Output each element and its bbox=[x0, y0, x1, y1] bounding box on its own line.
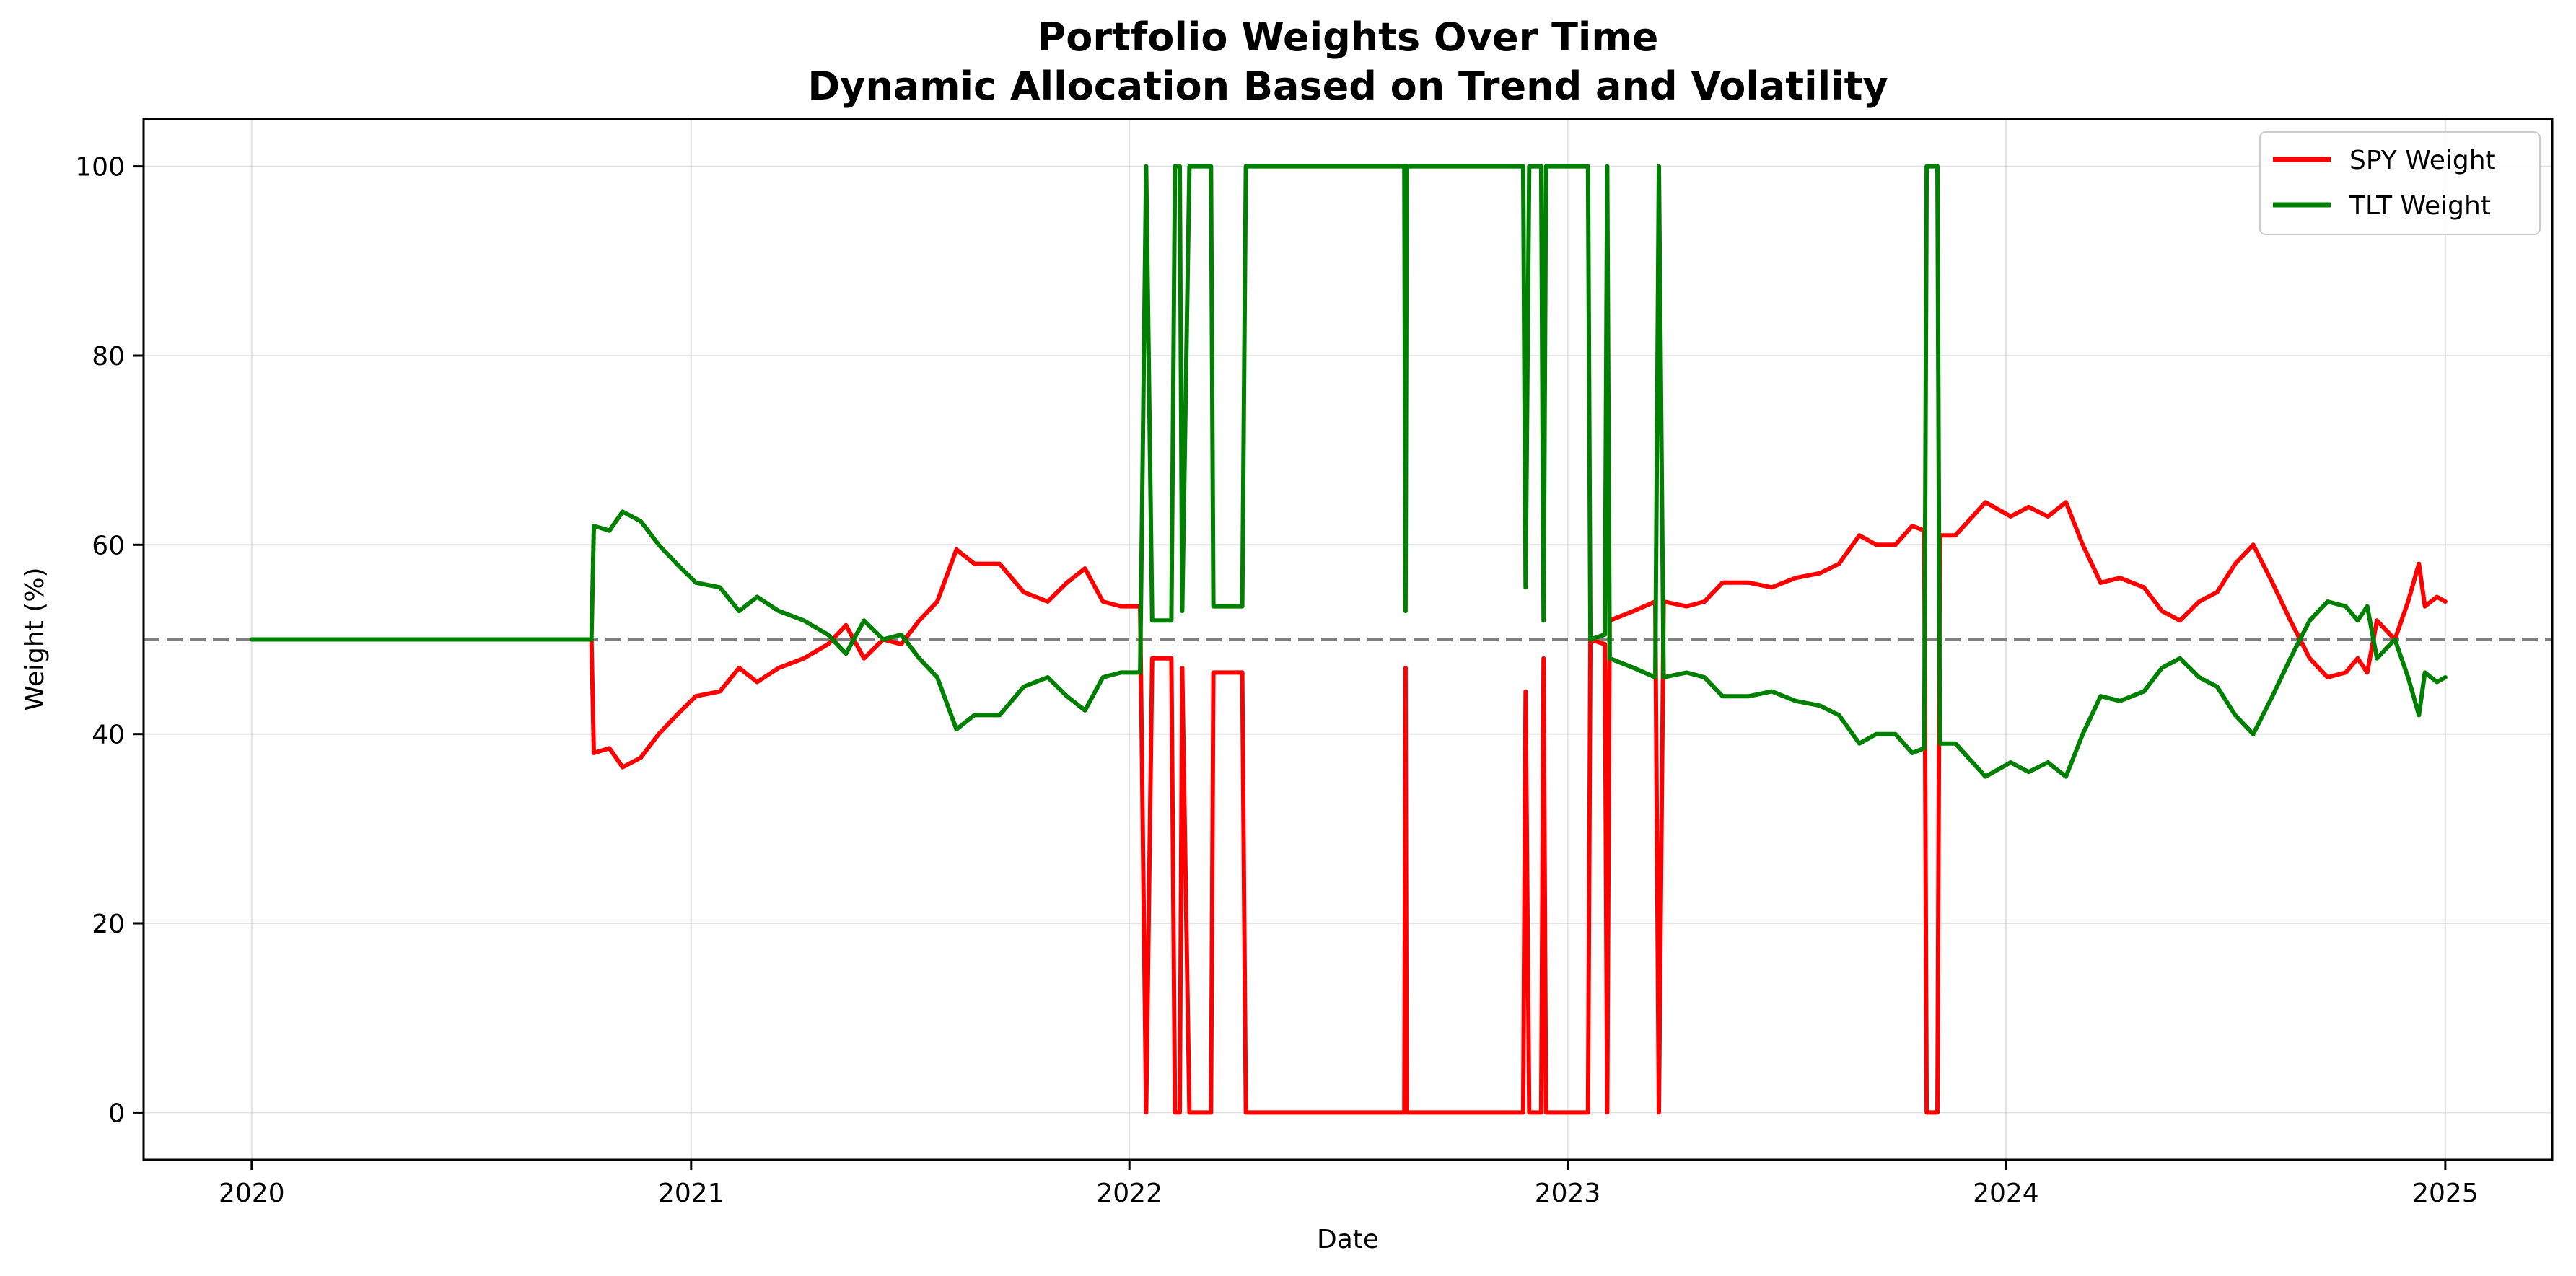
x-axis-ticks: 2020 2021 2022 2023 2024 2025 bbox=[219, 1160, 2479, 1208]
x-tick-label: 2021 bbox=[658, 1179, 724, 1208]
y-tick-label: 0 bbox=[108, 1099, 125, 1128]
x-tick-label: 2023 bbox=[1535, 1179, 1601, 1208]
y-tick-label: 40 bbox=[92, 721, 125, 750]
y-axis-ticks: 0 20 40 60 80 100 bbox=[75, 153, 144, 1128]
series-layer bbox=[249, 164, 2448, 1115]
y-tick-label: 60 bbox=[92, 531, 125, 560]
y-tick-label: 80 bbox=[92, 342, 125, 371]
grid-layer bbox=[144, 119, 2552, 1160]
legend: SPY Weight TLT Weight bbox=[2259, 131, 2541, 235]
x-tick-label: 2024 bbox=[1973, 1179, 2039, 1208]
series-line-spy-weight bbox=[249, 500, 2448, 1115]
x-axis-label: Date bbox=[1317, 1225, 1379, 1254]
x-tick-label: 2020 bbox=[219, 1179, 285, 1208]
y-tick-label: 100 bbox=[75, 153, 125, 182]
y-axis-label: Weight (%) bbox=[20, 567, 50, 710]
series-line-tlt-weight bbox=[249, 164, 2448, 779]
plot-frame bbox=[142, 118, 2554, 1161]
chart-subtitle: Dynamic Allocation Based on Trend and Vo… bbox=[807, 63, 1888, 109]
y-tick-label: 20 bbox=[92, 910, 125, 939]
legend-label-tlt: TLT Weight bbox=[2349, 191, 2491, 221]
x-tick-label: 2025 bbox=[2412, 1179, 2479, 1208]
chart-title: Portfolio Weights Over Time bbox=[1038, 14, 1659, 60]
x-tick-label: 2022 bbox=[1096, 1179, 1162, 1208]
legend-label-spy: SPY Weight bbox=[2349, 146, 2496, 175]
